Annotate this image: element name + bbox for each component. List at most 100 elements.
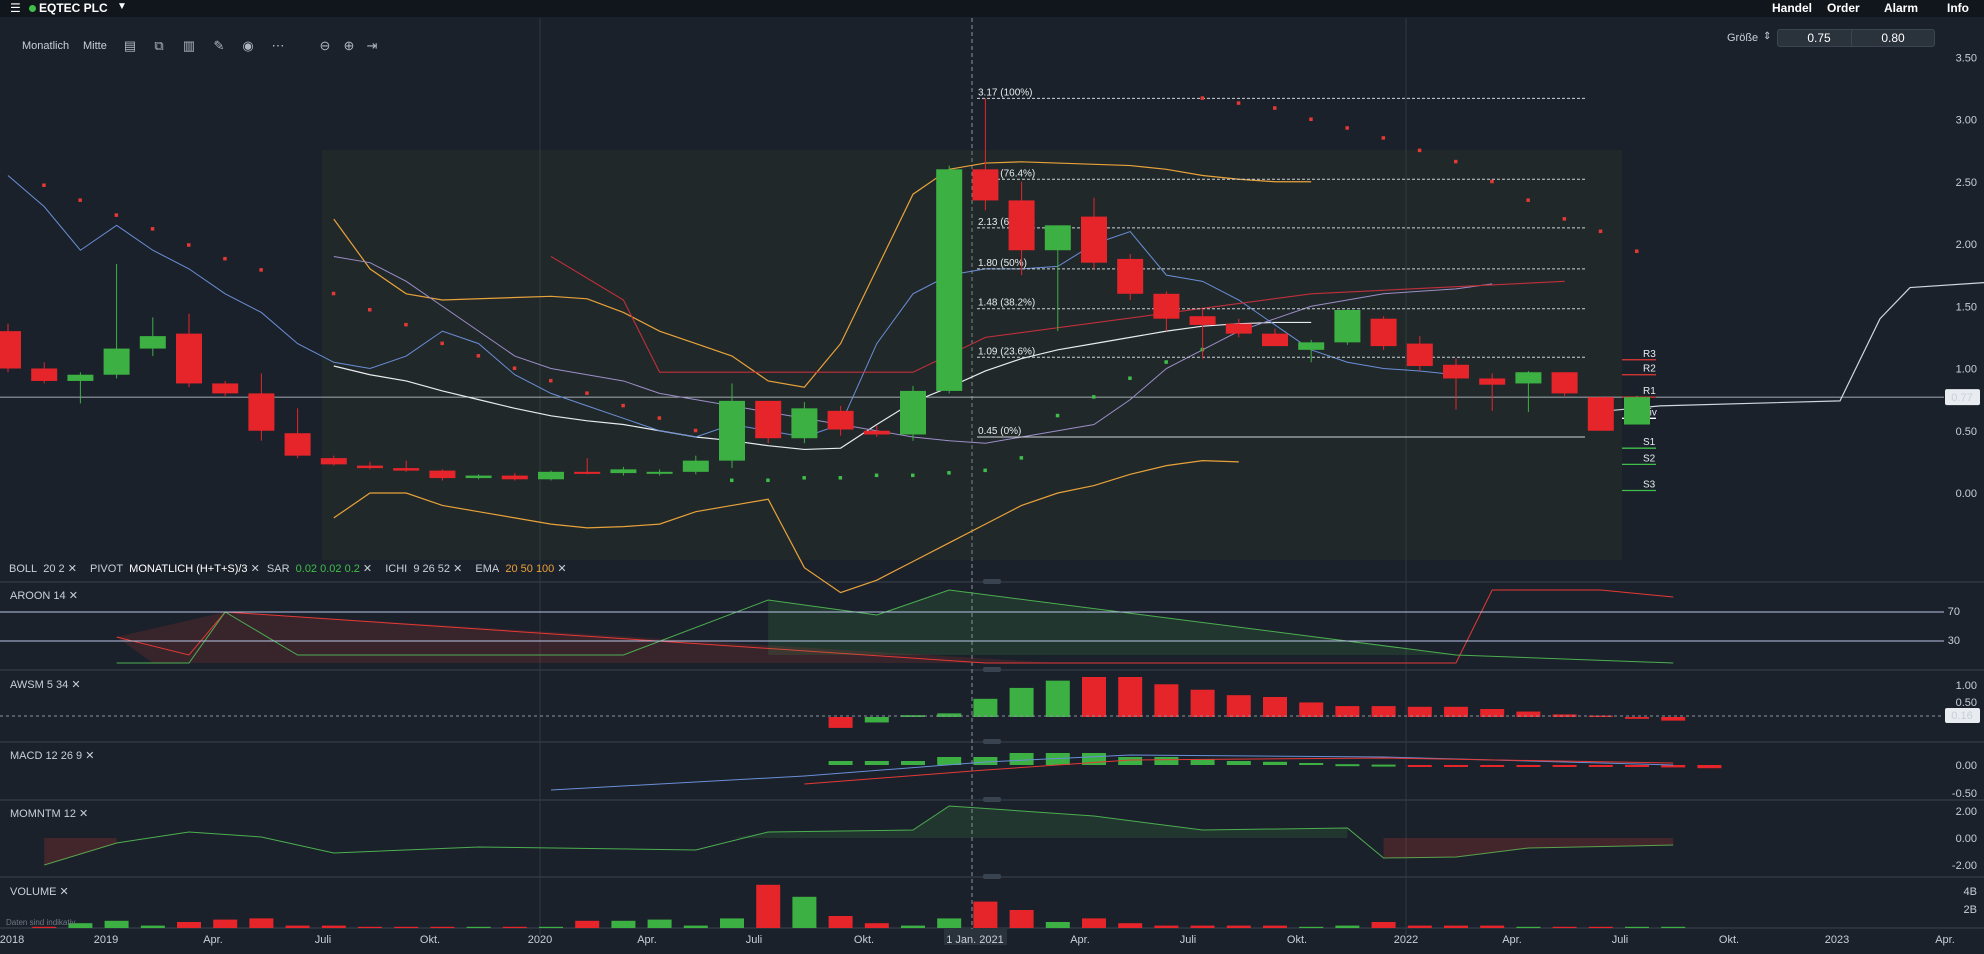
- mode-selector[interactable]: Mitte: [83, 40, 107, 52]
- price-axis-label: 0.50: [1956, 426, 1977, 438]
- sar-dot: [1454, 159, 1458, 164]
- candle-body: [1298, 342, 1325, 350]
- candle-body: [1008, 200, 1035, 251]
- fib-level-label: 1.80 (50%): [978, 258, 1027, 269]
- macd-bar: [1009, 753, 1034, 765]
- candle-body: [719, 400, 745, 461]
- candle-body: [501, 475, 528, 480]
- size-stepper-icon[interactable]: ⇕: [1763, 31, 1772, 42]
- legend-ichi[interactable]: ICHI 9 26 52 ✕: [385, 563, 463, 575]
- sar-dot: [1236, 101, 1241, 105]
- candle-body: [176, 333, 202, 384]
- x-axis-label: Apr.: [1502, 934, 1522, 946]
- volume-bar: [864, 923, 889, 928]
- sar-dot: [259, 268, 263, 272]
- momentum-fill-red: [1383, 838, 1674, 858]
- sar-dot: [331, 291, 336, 296]
- zoom-out-icon[interactable]: ⊖: [319, 38, 331, 53]
- volume-bar: [321, 925, 346, 928]
- volume-bar: [502, 926, 527, 928]
- price-axis-label: 3.00: [1956, 115, 1977, 127]
- volume-label[interactable]: VOLUME ✕: [10, 886, 69, 898]
- ema-white-line: [333, 321, 1312, 451]
- eye-icon[interactable]: ◉: [242, 38, 254, 53]
- macd-bar: [1118, 757, 1143, 765]
- volume-bar: [539, 926, 563, 928]
- chevron-down-icon[interactable]: ▼: [117, 1, 127, 12]
- awsm-bar: [1190, 689, 1215, 717]
- sar-dot: [476, 354, 481, 358]
- x-axis-label: Juli: [746, 934, 763, 946]
- nav-handel[interactable]: Handel: [1772, 1, 1813, 15]
- sar-dot: [1273, 106, 1277, 110]
- awsm-axis-label: 1.00: [1956, 680, 1977, 692]
- sar-dot: [1345, 126, 1349, 130]
- sar-dot: [1526, 198, 1530, 202]
- skip-end-icon[interactable]: ⇥: [366, 38, 378, 53]
- candle-body: [574, 471, 601, 474]
- sar-dot: [657, 416, 662, 420]
- fib-level-label: 3.17 (100%): [978, 87, 1032, 98]
- momentum-axis-label: -2.00: [1952, 860, 1977, 872]
- candle-body: [1225, 323, 1252, 334]
- zoom-in-icon[interactable]: ⊕: [343, 38, 355, 53]
- macd-bar: [1588, 765, 1613, 767]
- candle-body: [357, 465, 383, 469]
- x-axis-label: 1 Jan. 2021: [946, 934, 1004, 946]
- layout-icon[interactable]: ⧉: [154, 38, 164, 53]
- bar-chart-icon[interactable]: ▥: [182, 38, 196, 53]
- hamburger-icon[interactable]: ☰: [10, 1, 21, 15]
- price-axis-label: 1.00: [1956, 364, 1977, 376]
- legend-pivot[interactable]: PIVOT MONATLICH (H+T+S)/3 ✕: [90, 563, 260, 575]
- x-axis-label: Juli: [1180, 934, 1197, 946]
- nav-order[interactable]: Order: [1827, 1, 1860, 15]
- pen-icon[interactable]: ✎: [213, 38, 225, 53]
- macd-bar: [1299, 763, 1324, 765]
- sar-dot: [1019, 456, 1024, 460]
- more-icon[interactable]: ⋯: [271, 38, 285, 53]
- status-dot: [29, 5, 36, 12]
- volume-bar: [68, 923, 93, 928]
- legend-sar[interactable]: SAR 0.02 0.02 0.2 ✕: [266, 563, 373, 575]
- interval-selector[interactable]: Monatlich: [22, 40, 70, 52]
- awsm-bar: [973, 698, 998, 717]
- sar-dot: [114, 213, 119, 217]
- pivot-label: S1: [1643, 437, 1656, 448]
- ask-price-field[interactable]: 0.80: [1851, 29, 1935, 47]
- sar-dot: [404, 322, 408, 327]
- macd-bar: [1480, 765, 1505, 767]
- symbol-selector[interactable]: EQTEC PLC: [39, 1, 108, 15]
- macd-signal-line: [804, 757, 1674, 785]
- sar-dot: [1417, 148, 1422, 153]
- x-axis-label: Okt.: [420, 934, 440, 946]
- nav-alarm[interactable]: Alarm: [1884, 1, 1919, 15]
- candle-type-icon[interactable]: ▤: [123, 38, 137, 53]
- x-axis-label: 2023: [1825, 934, 1849, 946]
- macd-bar: [1444, 765, 1468, 767]
- legend-ema[interactable]: EMA 20 50 100 ✕: [475, 563, 567, 575]
- candle-body: [212, 383, 239, 394]
- aroon-label[interactable]: AROON 14 ✕: [10, 590, 78, 602]
- fib-level-label: 1.48 (38.2%): [978, 298, 1035, 309]
- awsm-label[interactable]: AWSM 5 34 ✕: [10, 679, 81, 691]
- x-axis-label: Juli: [1612, 934, 1629, 946]
- macd-bar: [864, 761, 889, 765]
- pivot-label: S3: [1643, 480, 1656, 491]
- candle-body: [1443, 364, 1469, 379]
- macd-bar: [828, 761, 853, 765]
- candle-body: [1117, 258, 1144, 294]
- indicator-legend: BOLL 20 2 ✕ PIVOT MONATLICH (H+T+S)/3 ✕ …: [9, 562, 567, 576]
- nav-info[interactable]: Info: [1947, 1, 1969, 15]
- volume-bar: [756, 884, 781, 928]
- macd-bar: [1661, 765, 1686, 768]
- sar-dot: [549, 378, 553, 383]
- panel-resize-handle: [983, 874, 1001, 879]
- awsm-bar: [1588, 715, 1613, 717]
- momntm-label[interactable]: MOMNTM 12 ✕: [10, 808, 89, 820]
- sar-dot: [947, 471, 951, 475]
- bid-price-field[interactable]: 0.75: [1777, 29, 1861, 47]
- macd-label[interactable]: MACD 12 26 9 ✕: [10, 750, 95, 762]
- legend-boll[interactable]: BOLL 20 2 ✕: [9, 563, 77, 575]
- macd-bar: [1552, 765, 1577, 767]
